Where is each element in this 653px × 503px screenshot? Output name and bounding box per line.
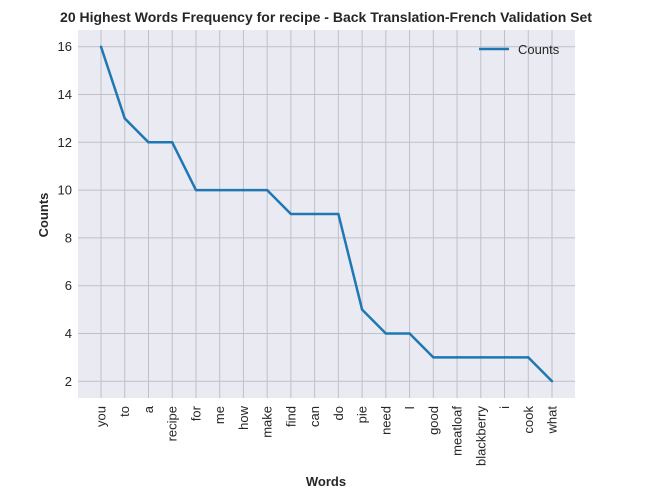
x-tick-label: do (331, 406, 346, 420)
series-line (99, 46, 553, 383)
x-tick-label: a (141, 405, 156, 413)
data-point (479, 356, 482, 359)
y-tick-label: 4 (65, 326, 72, 341)
y-axis-label: Counts (36, 193, 51, 238)
data-point (384, 332, 388, 335)
x-tick-label: how (236, 405, 251, 429)
x-tick-label: need (378, 406, 393, 435)
x-tick-label: for (188, 405, 203, 421)
x-tick-label: can (307, 406, 322, 427)
y-tick-label: 16 (58, 39, 72, 54)
data-point (550, 380, 554, 383)
data-point (289, 212, 293, 216)
y-axis-ticks: 2 4 6 8 10 12 14 16 (58, 39, 72, 389)
x-tick-label: you (94, 406, 109, 427)
legend: Counts (479, 42, 560, 57)
x-tick-label: to (117, 406, 132, 417)
data-point (455, 356, 459, 359)
x-tick-label: good (426, 406, 441, 435)
grid-lines (78, 30, 575, 398)
data-point (503, 356, 506, 359)
data-point (194, 188, 198, 192)
x-tick-label: i (497, 406, 512, 409)
data-point (313, 212, 316, 216)
data-point (242, 188, 245, 192)
data-point (218, 188, 221, 192)
y-tick-label: 10 (58, 183, 72, 198)
series-lines (99, 45, 554, 383)
y-tick-label: 2 (65, 374, 72, 389)
data-point (265, 188, 269, 192)
x-tick-label: what (545, 406, 560, 435)
x-tick-label: make (260, 406, 275, 438)
data-point (147, 141, 150, 144)
data-point (527, 356, 530, 359)
data-point (432, 356, 435, 359)
data-point (408, 332, 411, 335)
x-tick-label: find (283, 406, 298, 427)
legend-label: Counts (518, 42, 560, 57)
x-axis-ticks: you to a recipe for me how make find can do pie need… (94, 405, 560, 466)
data-point (337, 212, 340, 216)
chart-title: 20 Highest Words Frequency for recipe - … (60, 9, 592, 25)
data-point (171, 141, 174, 144)
data-point (99, 45, 103, 48)
x-tick-label: I (402, 406, 417, 410)
y-tick-label: 8 (65, 230, 72, 245)
x-tick-label: me (212, 406, 227, 424)
y-tick-label: 12 (58, 135, 72, 150)
y-tick-label: 6 (65, 278, 72, 293)
x-tick-label: blackberry (473, 406, 488, 466)
y-tick-label: 14 (58, 87, 72, 102)
data-point (360, 308, 364, 311)
data-point (123, 117, 126, 120)
x-tick-label: cook (521, 406, 536, 434)
x-axis-label: Words (306, 474, 346, 489)
x-tick-label: recipe (165, 406, 180, 441)
x-tick-label: meatloaf (450, 406, 465, 456)
x-tick-label: pie (355, 406, 370, 423)
